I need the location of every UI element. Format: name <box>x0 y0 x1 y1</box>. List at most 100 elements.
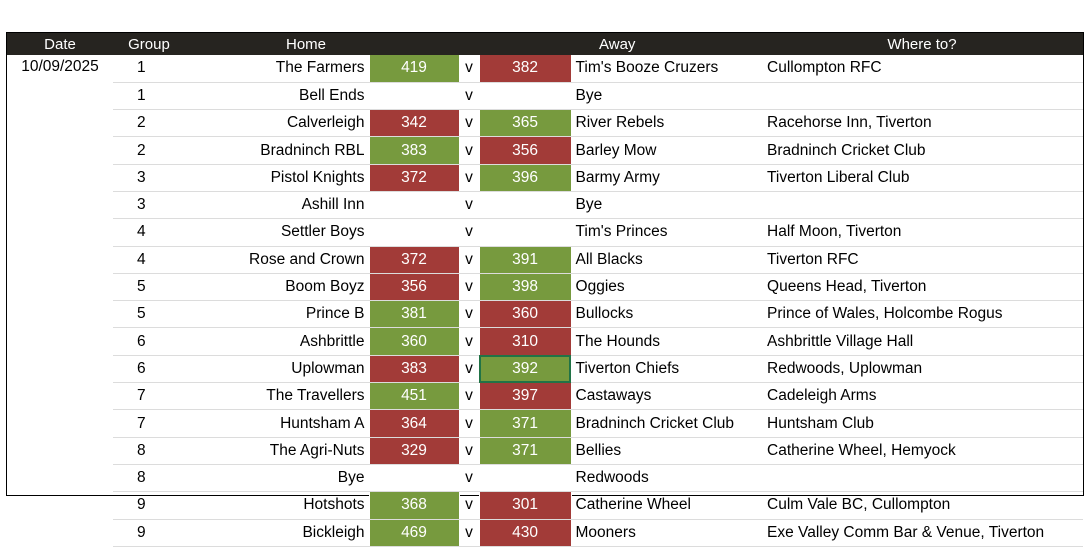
versus-cell[interactable]: v <box>459 164 480 192</box>
away-team-cell[interactable]: River Rebels <box>571 109 762 138</box>
home-score-cell[interactable]: 381 <box>368 300 460 329</box>
date-cell[interactable] <box>7 137 113 164</box>
away-team-cell[interactable]: Barley Mow <box>571 136 762 165</box>
date-cell[interactable] <box>7 273 113 300</box>
home-score-cell[interactable] <box>368 464 460 493</box>
away-team-cell[interactable]: Bye <box>571 82 762 111</box>
home-score-cell[interactable]: 364 <box>368 409 460 438</box>
away-team-cell[interactable]: Castaways <box>571 382 762 411</box>
venue-cell[interactable] <box>761 191 1084 220</box>
versus-cell[interactable]: v <box>459 136 480 165</box>
away-team-cell[interactable]: Bradninch Cricket Club <box>571 409 762 438</box>
date-cell[interactable] <box>7 110 113 137</box>
group-cell[interactable]: 1 <box>113 82 185 111</box>
away-score-cell[interactable]: 365 <box>478 109 572 138</box>
header-where[interactable]: Where to? <box>761 33 1084 55</box>
away-team-cell[interactable]: Catherine Wheel <box>571 491 762 520</box>
versus-cell[interactable]: v <box>459 218 480 247</box>
date-cell[interactable] <box>7 164 113 191</box>
away-team-cell[interactable]: Bye <box>571 191 762 220</box>
date-cell[interactable] <box>7 301 113 328</box>
away-team-cell[interactable]: Tiverton Chiefs <box>571 355 762 384</box>
home-score-cell[interactable]: 329 <box>368 437 460 465</box>
away-score-cell[interactable]: 382 <box>478 55 572 83</box>
venue-cell[interactable]: Half Moon, Tiverton <box>761 218 1084 247</box>
date-cell[interactable] <box>7 328 113 355</box>
venue-cell[interactable] <box>761 82 1084 111</box>
away-team-cell[interactable]: Redwoods <box>571 464 762 493</box>
venue-cell[interactable]: Huntsham Club <box>761 409 1084 438</box>
venue-cell[interactable]: Tiverton RFC <box>761 246 1084 274</box>
home-team-cell[interactable]: Bickleigh <box>185 519 369 547</box>
away-score-cell[interactable] <box>478 464 572 493</box>
group-cell[interactable]: 9 <box>113 491 185 520</box>
away-team-cell[interactable]: Mooners <box>571 519 762 547</box>
home-team-cell[interactable]: Calverleigh <box>185 109 369 138</box>
home-score-cell[interactable] <box>368 191 460 220</box>
away-team-cell[interactable]: The Hounds <box>571 327 762 356</box>
venue-cell[interactable] <box>761 464 1084 493</box>
home-team-cell[interactable]: Hotshots <box>185 491 369 520</box>
away-score-cell[interactable]: 371 <box>478 437 572 465</box>
home-team-cell[interactable]: Bradninch RBL <box>185 136 369 165</box>
home-score-cell[interactable]: 469 <box>368 519 460 547</box>
away-score-cell[interactable] <box>478 82 572 111</box>
home-score-cell[interactable]: 372 <box>368 164 460 192</box>
venue-cell[interactable]: Catherine Wheel, Hemyock <box>761 437 1084 465</box>
venue-cell[interactable]: Exe Valley Comm Bar & Venue, Tiverton <box>761 519 1084 547</box>
venue-cell[interactable]: Ashbrittle Village Hall <box>761 327 1084 356</box>
group-cell[interactable]: 2 <box>113 109 185 138</box>
home-score-cell[interactable]: 372 <box>368 246 460 274</box>
versus-cell[interactable]: v <box>459 519 480 547</box>
away-team-cell[interactable]: All Blacks <box>571 246 762 274</box>
versus-cell[interactable]: v <box>459 55 480 83</box>
away-team-cell[interactable]: Bellies <box>571 437 762 465</box>
home-score-cell[interactable]: 419 <box>368 55 460 83</box>
group-cell[interactable]: 5 <box>113 300 185 329</box>
away-score-cell[interactable]: 371 <box>478 409 572 438</box>
home-score-cell[interactable]: 356 <box>368 273 460 302</box>
home-team-cell[interactable]: Settler Boys <box>185 218 369 247</box>
versus-cell[interactable]: v <box>459 491 480 520</box>
venue-cell[interactable]: Tiverton Liberal Club <box>761 164 1084 192</box>
versus-cell[interactable]: v <box>459 191 480 220</box>
home-team-cell[interactable]: Ashill Inn <box>185 191 369 220</box>
date-cell[interactable]: 10/09/2025 <box>21 58 99 75</box>
home-team-cell[interactable]: Bye <box>185 464 369 493</box>
away-score-cell[interactable]: 301 <box>478 491 572 520</box>
date-cell[interactable] <box>7 219 113 246</box>
group-cell[interactable]: 8 <box>113 464 185 493</box>
group-cell[interactable]: 8 <box>113 437 185 465</box>
versus-cell[interactable]: v <box>459 273 480 302</box>
venue-cell[interactable]: Prince of Wales, Holcombe Rogus <box>761 300 1084 329</box>
home-team-cell[interactable]: The Agri-Nuts <box>185 437 369 465</box>
home-score-cell[interactable]: 360 <box>368 327 460 356</box>
away-score-cell[interactable]: 397 <box>478 382 572 411</box>
versus-cell[interactable]: v <box>459 109 480 138</box>
home-team-cell[interactable]: Prince B <box>185 300 369 329</box>
date-cell[interactable] <box>7 355 113 382</box>
away-score-cell[interactable]: 356 <box>478 136 572 165</box>
date-cell[interactable] <box>7 82 113 109</box>
versus-cell[interactable]: v <box>459 246 480 274</box>
venue-cell[interactable]: Racehorse Inn, Tiverton <box>761 109 1084 138</box>
home-score-cell[interactable]: 368 <box>368 491 460 520</box>
group-cell[interactable]: 5 <box>113 273 185 302</box>
home-team-cell[interactable]: Bell Ends <box>185 82 369 111</box>
versus-cell[interactable]: v <box>459 327 480 356</box>
date-cell[interactable] <box>7 519 113 546</box>
venue-cell[interactable]: Bradninch Cricket Club <box>761 136 1084 165</box>
header-away[interactable]: Away <box>479 33 762 55</box>
group-cell[interactable]: 2 <box>113 136 185 165</box>
away-score-cell[interactable]: 360 <box>478 300 572 329</box>
venue-cell[interactable]: Queens Head, Tiverton <box>761 273 1084 302</box>
group-cell[interactable]: 7 <box>113 382 185 411</box>
group-cell[interactable]: 3 <box>113 164 185 192</box>
home-team-cell[interactable]: Ashbrittle <box>185 327 369 356</box>
home-score-cell[interactable]: 383 <box>368 355 460 384</box>
versus-cell[interactable]: v <box>459 409 480 438</box>
date-cell[interactable] <box>7 492 113 519</box>
home-team-cell[interactable]: Pistol Knights <box>185 164 369 192</box>
group-cell[interactable]: 9 <box>113 519 185 547</box>
group-cell[interactable]: 7 <box>113 409 185 438</box>
